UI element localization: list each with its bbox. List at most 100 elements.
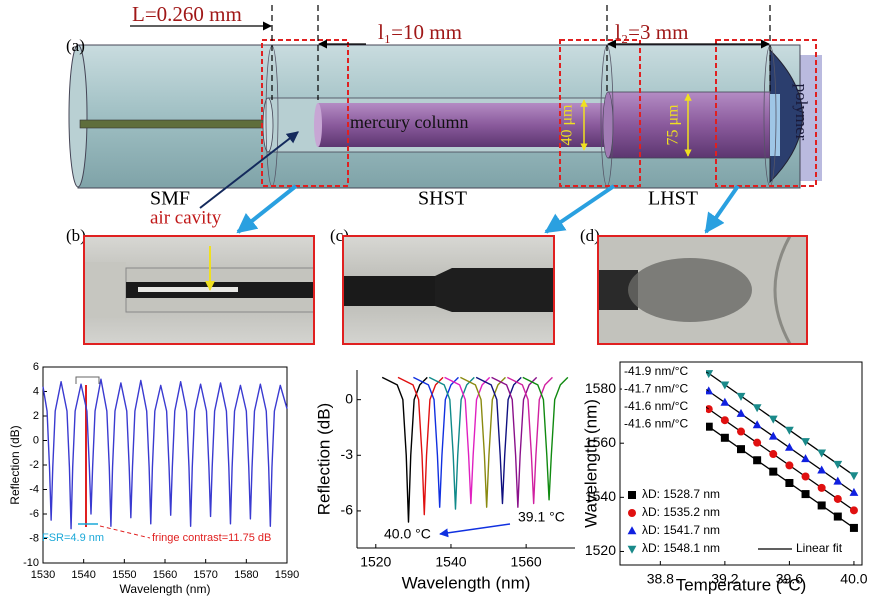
x-tick-label: 1520 <box>360 553 391 569</box>
zoom-arrow <box>544 184 616 234</box>
pointer <box>199 131 299 209</box>
marker <box>768 431 778 440</box>
slope-annotation: -41.9 nm/°C <box>624 364 688 378</box>
x-tick-label: 1560 <box>511 553 542 569</box>
marker <box>849 523 858 532</box>
y-axis-label: Reflection (dB) <box>314 403 333 515</box>
slope-annotation: -41.6 nm/°C <box>624 399 688 413</box>
marker <box>785 426 794 435</box>
y-tick-label: -6 <box>29 508 39 520</box>
x-axis-label: Wavelength (nm) <box>120 582 211 596</box>
leader-line <box>705 389 709 392</box>
spectrum-line <box>381 376 428 523</box>
bore <box>343 276 435 306</box>
marker <box>720 433 729 442</box>
legend-label: λD: 1528.7 nm <box>642 487 720 501</box>
y-axis-label: Reflection (dB) <box>8 425 22 504</box>
zoom-arrows <box>236 184 740 234</box>
part-label: mercury column <box>350 112 468 132</box>
marker <box>720 397 730 406</box>
marker <box>720 416 729 425</box>
y-tick-label: 4 <box>33 385 39 397</box>
y-tick-label: -10 <box>23 557 39 569</box>
part-label: air cavity <box>150 207 222 228</box>
mercury-end <box>314 103 322 147</box>
lhst-tip <box>770 94 780 156</box>
spectrum-line <box>522 376 569 501</box>
spectrum-line <box>42 378 288 530</box>
marker <box>817 465 827 474</box>
marker <box>736 392 746 401</box>
y-tick-label: 1580 <box>585 380 616 396</box>
slope-annotation: -41.6 nm/°C <box>624 417 688 431</box>
y-tick-label: -3 <box>341 446 354 462</box>
marker <box>785 461 794 470</box>
y-tick-label: 1560 <box>585 434 616 450</box>
x-tick-label: 38.8 <box>647 570 674 586</box>
spectrum-line <box>413 376 459 508</box>
x-tick-label: 40.0 <box>840 570 867 586</box>
bracket <box>75 376 100 384</box>
dimension-label: L=0.260 mm <box>132 2 242 26</box>
x-tick-label: 1550 <box>112 569 136 581</box>
leader-line <box>705 424 709 428</box>
marker <box>753 438 762 447</box>
y-tick-label: -8 <box>29 532 39 544</box>
legend-label: λD: 1548.1 nm <box>642 541 720 555</box>
fit-line <box>708 390 855 494</box>
plot-frame <box>619 361 863 566</box>
marker <box>849 506 858 515</box>
spectrum-line <box>444 376 491 505</box>
marker <box>849 472 859 481</box>
dimension-label: l₁=10 mm <box>378 20 462 44</box>
part-label: polymer <box>792 84 811 141</box>
annotation-bg <box>622 399 706 414</box>
leader-line <box>705 406 709 410</box>
marker <box>801 454 810 463</box>
smf-core <box>79 119 273 129</box>
fit-line <box>708 408 855 511</box>
micrograph-c <box>342 235 555 345</box>
marker <box>785 478 794 487</box>
y-tick-label: 1540 <box>585 488 616 504</box>
legend-label: λD: 1541.7 nm <box>642 523 720 537</box>
bore-wide <box>435 268 554 312</box>
panel-label: (a) <box>66 36 85 55</box>
x-tick-label: 1590 <box>275 569 299 581</box>
annotation-bg <box>622 416 706 432</box>
shst-end <box>262 97 274 153</box>
photo-frame <box>342 235 555 345</box>
legend-marker <box>628 509 636 517</box>
x-tick-label: 1580 <box>234 569 258 581</box>
spectrum-line <box>428 376 475 510</box>
leader-line <box>705 371 709 374</box>
legend-label: Linear fit <box>796 541 843 555</box>
dimension-label: 40 μm <box>559 104 576 146</box>
photo-frame <box>597 235 808 345</box>
zoom-arrow <box>704 184 740 234</box>
y-tick-label: 2 <box>33 410 39 422</box>
marker <box>801 438 810 447</box>
x-tick-label: 39.6 <box>776 570 803 586</box>
annotation-bg <box>622 364 706 379</box>
spectrum-line <box>460 376 506 508</box>
micrograph-b <box>83 235 315 345</box>
y-tick-label: -2 <box>29 459 39 471</box>
marker <box>833 494 842 503</box>
marker <box>737 427 745 436</box>
marker <box>769 450 778 459</box>
x-tick-label: 1540 <box>71 569 95 581</box>
marker <box>817 483 826 492</box>
marker <box>768 415 778 424</box>
guide-lines <box>271 5 771 100</box>
arrow <box>439 523 511 538</box>
air-gap <box>138 287 238 292</box>
annotation: FSR=4.9 nm <box>42 532 104 544</box>
fit-line <box>708 372 855 476</box>
y-tick-label: 6 <box>33 361 39 373</box>
annotation: fringe contrast=11.75 dB <box>152 532 271 544</box>
marker <box>769 467 778 476</box>
tube-wall <box>84 262 126 318</box>
dimension-label: l₂=3 mm <box>615 20 688 44</box>
